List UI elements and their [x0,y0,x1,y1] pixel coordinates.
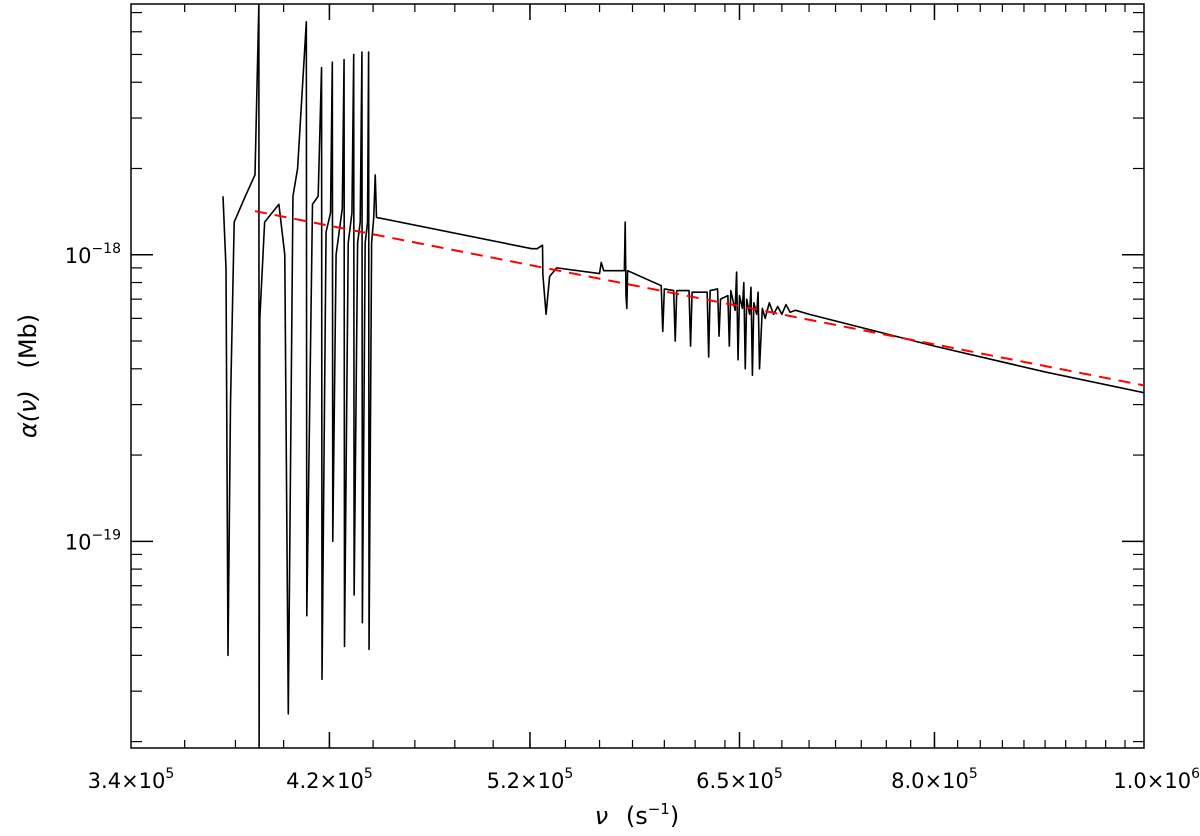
x-tick-label: 6.5×105 [696,766,783,793]
y-axis-unit: (Mb) [14,314,42,369]
x-tick-label-mantissa: 1.0×10 [1113,769,1191,793]
x-tick-label-exponent: 5 [564,766,573,782]
x-tick-label: 3.4×105 [88,766,175,793]
x-tick-label-mantissa: 5.2×10 [487,769,565,793]
x-tick-label-mantissa: 3.4×10 [88,769,166,793]
x-tick-label-mantissa: 4.2×10 [286,769,364,793]
x-tick-label: 5.2×105 [487,766,574,793]
fit-line-dashed [254,210,1145,387]
x-tick-label: 1.0×106 [1113,766,1200,793]
y-tick-label-mantissa: 10 [65,244,92,268]
x-tick-label-mantissa: 6.5×10 [696,769,774,793]
series-layer [222,3,1145,749]
x-tick-label: 4.2×105 [286,766,373,793]
y-tick-label: 10−19 [65,527,121,554]
x-tick-label-mantissa: 8.0×10 [891,769,969,793]
x-axis-ticks: 3.4×105 4.2×105 5.2×105 6.5×105 8.0×105 1.0×1… [88,4,1200,793]
x-tick-label-exponent: 5 [165,766,174,782]
plot-frame [130,3,1145,749]
x-axis-unit: (s [626,802,648,830]
x-axis-unit-exponent: −1 [648,800,670,818]
x-axis-label: ν (s−1) [595,800,679,830]
y-tick-label: 10−18 [65,241,121,268]
x-tick-label: 8.0×105 [891,766,978,793]
x-tick-label-exponent: 5 [969,766,978,782]
cross-section-line [222,3,1145,749]
x-tick-label-exponent: 5 [774,766,783,782]
x-axis-unit-close: ) [670,802,679,830]
y-tick-label-exponent: −18 [91,241,121,257]
y-tick-label-exponent: −19 [91,527,121,543]
y-axis-symbol: α(ν) [14,390,42,438]
x-tick-label-exponent: 5 [364,766,373,782]
y-axis-label: α(ν) (Mb) [14,314,42,438]
minor-ticks [131,4,1144,748]
y-tick-label-mantissa: 10 [65,530,92,554]
x-tick-label-exponent: 6 [1191,766,1200,782]
x-axis-symbol: ν [595,802,608,830]
